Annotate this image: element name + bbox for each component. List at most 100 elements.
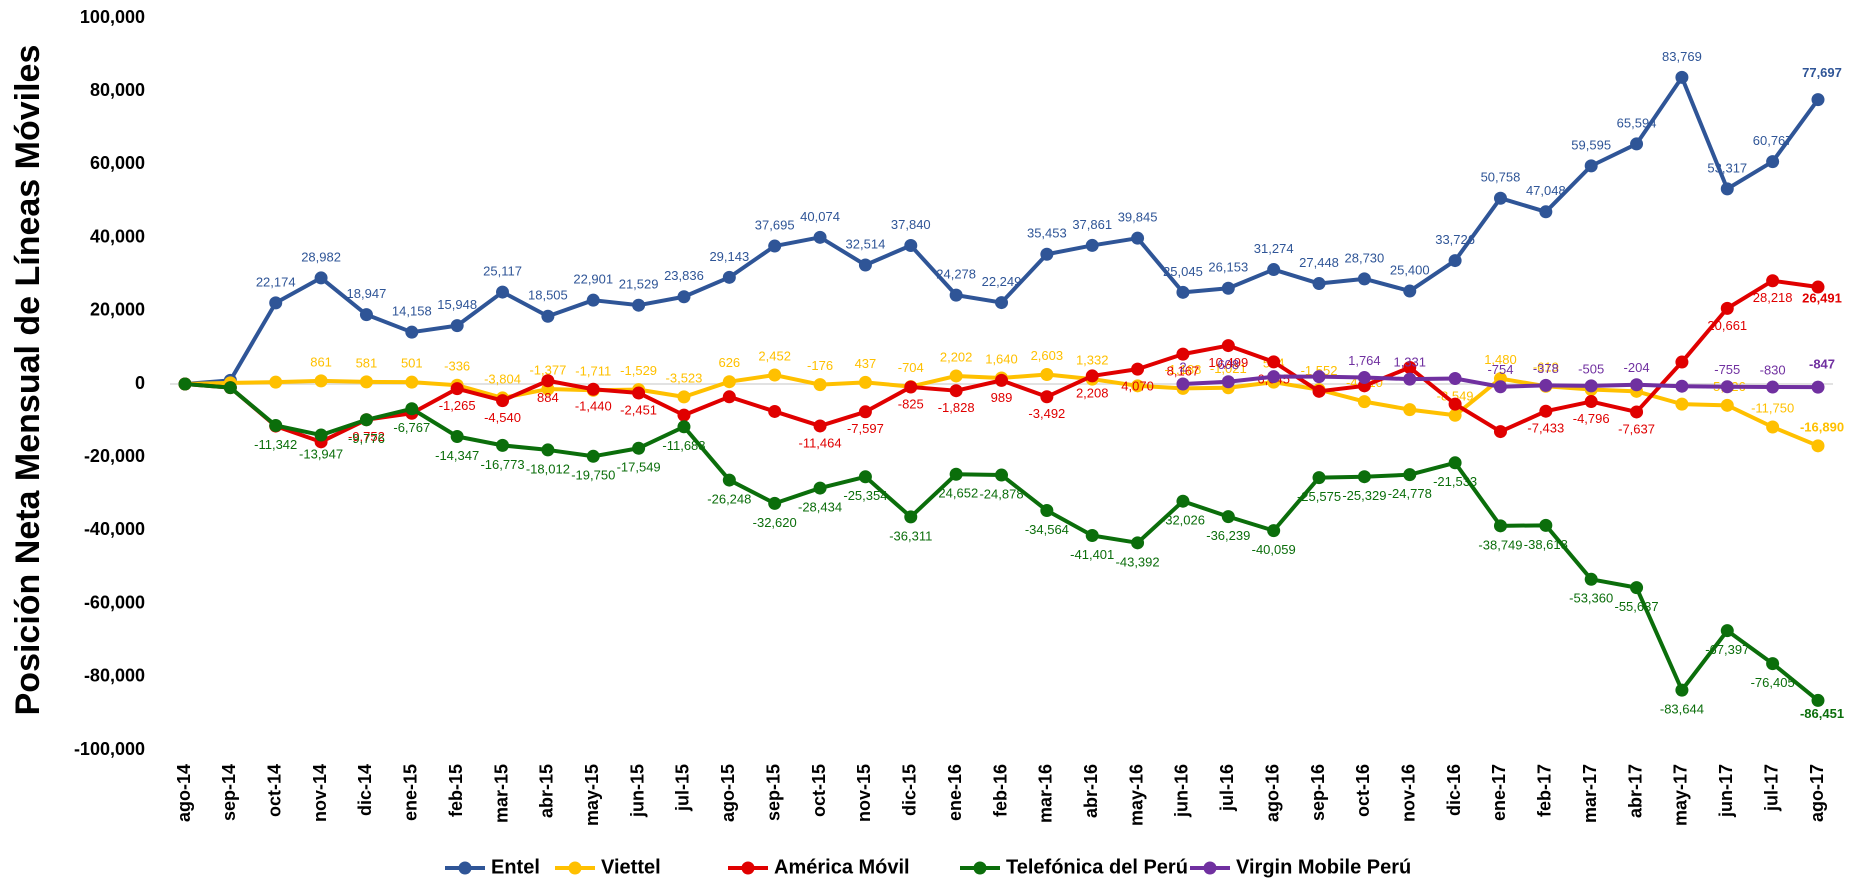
data-label: -19,750 — [571, 468, 615, 483]
legend-label: Virgin Mobile Perú — [1236, 856, 1411, 878]
data-label: 25,117 — [483, 264, 522, 279]
data-label: -86,451 — [1800, 706, 1844, 721]
data-label: -38,749 — [1478, 537, 1522, 552]
data-point — [995, 468, 1008, 482]
data-point — [858, 258, 872, 272]
data-point — [1720, 398, 1734, 412]
data-label: 608 — [1217, 357, 1239, 372]
x-tick-label: dic-16 — [1444, 764, 1464, 816]
data-point — [1040, 390, 1054, 404]
data-label: -18,012 — [526, 461, 570, 476]
data-label: -1,265 — [439, 398, 476, 413]
data-label: -176 — [807, 358, 833, 373]
data-point — [1221, 375, 1235, 389]
x-tick-label: sep-14 — [219, 764, 239, 821]
x-tick-label: abr-17 — [1625, 764, 1645, 818]
data-point — [677, 408, 691, 422]
data-point — [1448, 408, 1462, 422]
legend-marker — [973, 861, 987, 875]
data-label: 581 — [356, 355, 378, 370]
data-point — [1176, 285, 1190, 299]
data-label: 29,143 — [709, 249, 749, 264]
x-tick-label: oct-16 — [1353, 764, 1373, 817]
data-point — [1040, 367, 1054, 381]
data-point — [1811, 439, 1825, 453]
data-point — [405, 325, 419, 339]
data-point — [1584, 572, 1598, 586]
x-tick-label: oct-14 — [264, 764, 284, 817]
y-tick-label: 0 — [135, 373, 145, 393]
data-label: 28,218 — [1753, 290, 1793, 305]
data-point — [359, 375, 373, 389]
data-point — [450, 319, 464, 333]
data-label: 37,840 — [891, 217, 931, 232]
data-point — [1357, 395, 1371, 409]
x-tick-label: jun-15 — [627, 764, 647, 818]
data-point — [1720, 380, 1734, 394]
data-label: -1,021 — [1210, 361, 1247, 376]
x-tick-label: ene-16 — [945, 764, 965, 821]
legend-item: Telefónica del Perú — [960, 856, 1188, 878]
data-point — [586, 382, 600, 396]
data-point — [1312, 471, 1326, 485]
x-tick-label: dic-15 — [900, 764, 920, 816]
data-point — [1267, 263, 1281, 277]
data-point — [1131, 536, 1145, 550]
data-label: -847 — [1809, 357, 1835, 372]
data-point — [496, 394, 510, 408]
data-label: 60,767 — [1753, 133, 1793, 148]
y-tick-label: -60,000 — [84, 592, 145, 612]
data-label: -1,440 — [575, 399, 612, 414]
y-tick-label: 20,000 — [90, 300, 145, 320]
data-label: 501 — [401, 356, 423, 371]
data-point — [1176, 347, 1190, 361]
data-label: -1,529 — [620, 363, 657, 378]
data-point — [1131, 362, 1145, 376]
data-point — [1811, 280, 1825, 294]
data-point — [269, 375, 283, 389]
data-point — [1720, 624, 1734, 638]
data-point — [1630, 405, 1644, 419]
x-tick-label: jun-16 — [1172, 764, 1192, 818]
data-point — [1493, 380, 1507, 394]
data-point — [1675, 397, 1689, 411]
data-point — [450, 430, 464, 444]
data-label: -25,329 — [1342, 488, 1386, 503]
data-label: -7,637 — [1618, 421, 1655, 436]
data-point — [405, 402, 419, 416]
x-tick-label: mar-15 — [491, 764, 511, 823]
data-label: 1,764 — [1348, 353, 1381, 368]
data-label: -36,311 — [889, 528, 932, 543]
data-label: -41,401 — [1070, 547, 1114, 562]
data-point — [632, 298, 646, 312]
data-label: -6,767 — [393, 420, 430, 435]
legend-item: Entel — [445, 856, 540, 878]
data-point — [1630, 581, 1644, 595]
legend-label: Entel — [491, 856, 540, 878]
data-point — [1403, 372, 1417, 386]
data-label: -83,644 — [1660, 702, 1704, 717]
data-point — [722, 375, 736, 389]
data-point — [1221, 510, 1235, 524]
data-label: -7,433 — [1527, 421, 1564, 436]
data-label: -204 — [1624, 360, 1650, 375]
data-label: -754 — [1487, 362, 1513, 377]
data-label: -11,342 — [254, 437, 297, 452]
data-label: -9,776 — [348, 431, 385, 446]
data-label: 25,045 — [1163, 264, 1203, 279]
data-label: 50,758 — [1481, 170, 1521, 185]
data-label: -25,354 — [843, 488, 887, 503]
data-point — [722, 270, 736, 284]
data-point — [722, 390, 736, 404]
data-label: -1,711 — [575, 364, 611, 379]
data-point — [496, 285, 510, 299]
data-point — [904, 510, 918, 524]
data-label: 4,070 — [1121, 379, 1154, 394]
data-point — [632, 386, 646, 400]
data-label: 39,845 — [1118, 210, 1158, 225]
x-tick-label: abr-16 — [1081, 764, 1101, 818]
data-label: 65,594 — [1617, 115, 1657, 130]
data-label: -24,878 — [979, 486, 1023, 501]
data-label: 2,603 — [1031, 348, 1064, 363]
